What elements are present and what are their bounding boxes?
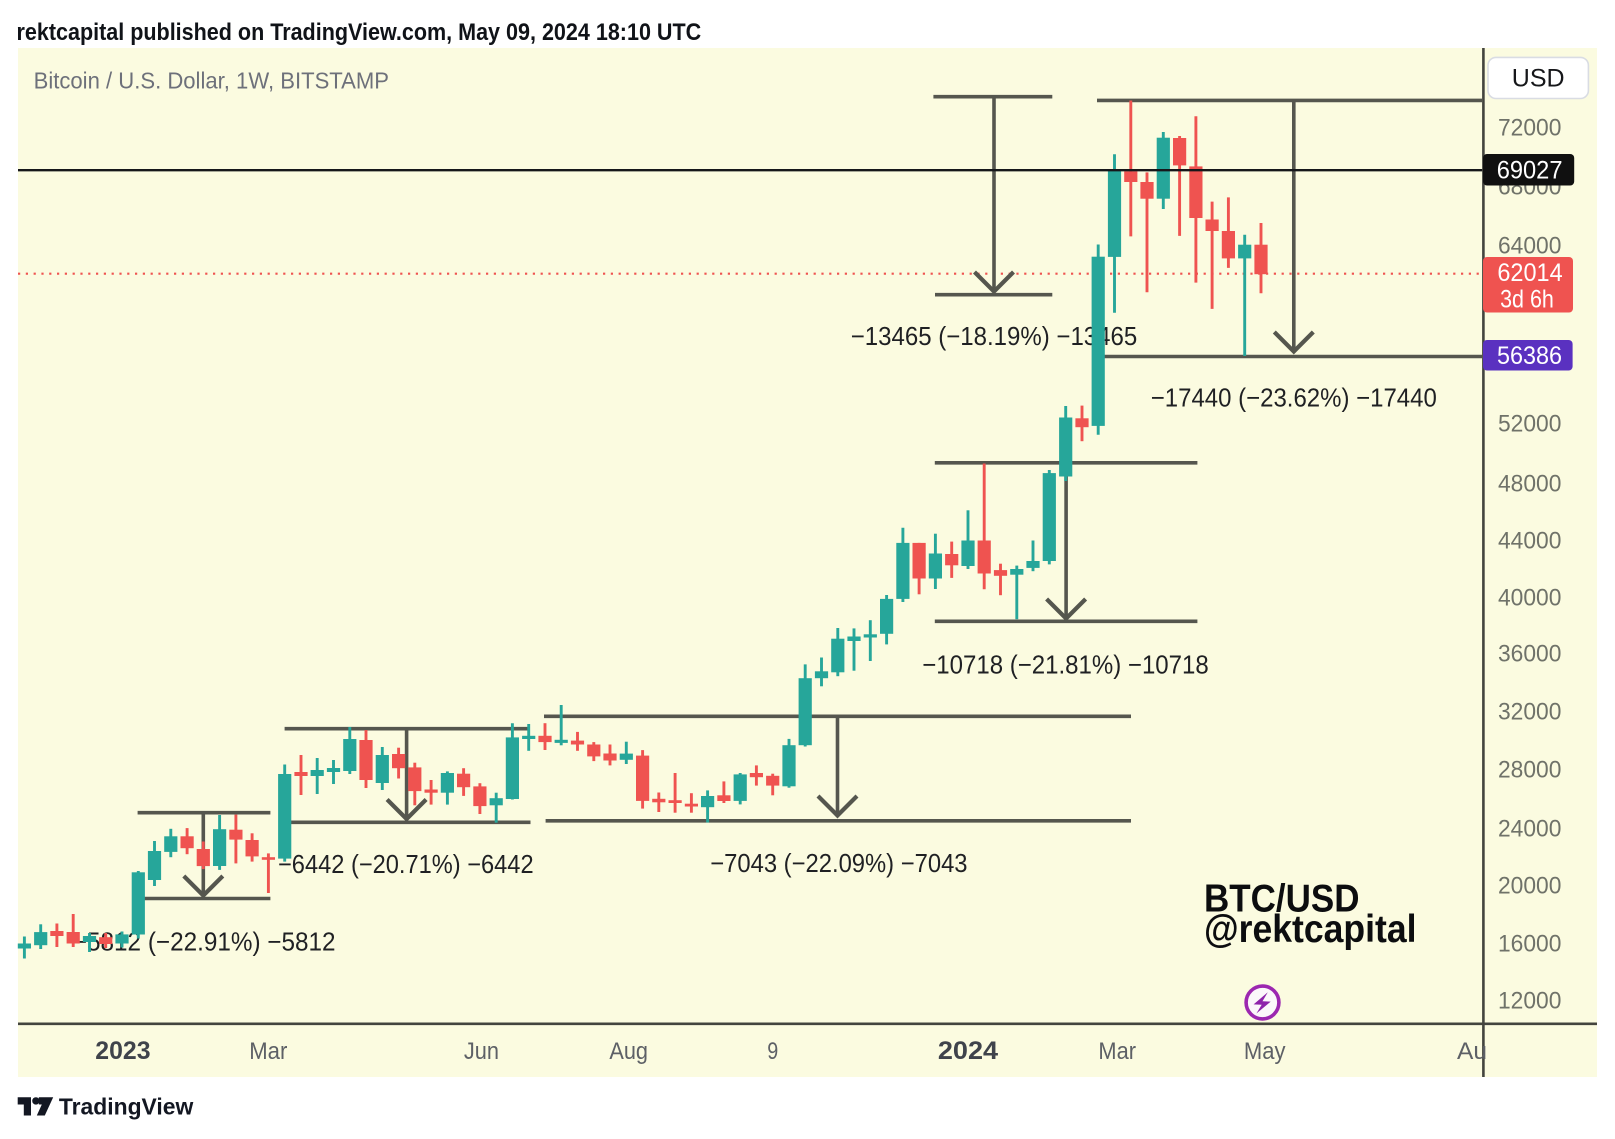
svg-text:20000: 20000 <box>1498 872 1561 899</box>
svg-text:3d 6h: 3d 6h <box>1500 285 1554 313</box>
svg-text:Aug: Aug <box>609 1038 648 1065</box>
svg-text:40000: 40000 <box>1498 584 1561 611</box>
svg-text:Mar: Mar <box>1098 1038 1136 1065</box>
svg-text:52000: 52000 <box>1498 410 1561 437</box>
svg-text:−17440 (−23.62%) −17440: −17440 (−23.62%) −17440 <box>1151 382 1437 412</box>
svg-text:36000: 36000 <box>1498 640 1561 667</box>
svg-text:@rektcapital: @rektcapital <box>1204 908 1417 951</box>
svg-text:USD: USD <box>1512 65 1565 93</box>
svg-text:−10718 (−21.81%) −10718: −10718 (−21.81%) −10718 <box>922 650 1209 680</box>
svg-text:44000: 44000 <box>1498 527 1561 554</box>
svg-text:2024: 2024 <box>938 1037 998 1065</box>
svg-text:64000: 64000 <box>1498 233 1561 260</box>
svg-text:Mar: Mar <box>249 1038 287 1065</box>
svg-text:62014: 62014 <box>1497 259 1562 287</box>
svg-text:48000: 48000 <box>1498 470 1561 497</box>
svg-text:32000: 32000 <box>1498 698 1561 725</box>
svg-text:Au: Au <box>1457 1038 1487 1065</box>
svg-text:56386: 56386 <box>1497 342 1562 370</box>
svg-text:−7043 (−22.09%) −7043: −7043 (−22.09%) −7043 <box>710 848 967 878</box>
svg-text:72000: 72000 <box>1498 114 1561 141</box>
svg-text:rektcapital published on Tradi: rektcapital published on TradingView.com… <box>17 19 702 46</box>
svg-text:−6442 (−20.71%) −6442: −6442 (−20.71%) −6442 <box>278 849 534 879</box>
svg-text:May: May <box>1244 1038 1286 1065</box>
svg-text:Jun: Jun <box>464 1038 499 1065</box>
svg-text:Bitcoin / U.S. Dollar, 1W, BIT: Bitcoin / U.S. Dollar, 1W, BITSTAMP <box>34 68 389 94</box>
svg-text:24000: 24000 <box>1498 815 1561 842</box>
svg-text:BTC/USD: BTC/USD <box>1204 877 1360 920</box>
svg-text:28000: 28000 <box>1498 756 1561 783</box>
svg-text:2023: 2023 <box>95 1037 150 1065</box>
svg-text:−13465 (−18.19%) −13465: −13465 (−18.19%) −13465 <box>851 321 1138 351</box>
svg-text:TradingView: TradingView <box>59 1094 194 1120</box>
svg-text:9: 9 <box>767 1038 778 1065</box>
svg-text:12000: 12000 <box>1498 987 1561 1014</box>
svg-text:16000: 16000 <box>1498 930 1561 957</box>
svg-text:69027: 69027 <box>1497 156 1563 184</box>
